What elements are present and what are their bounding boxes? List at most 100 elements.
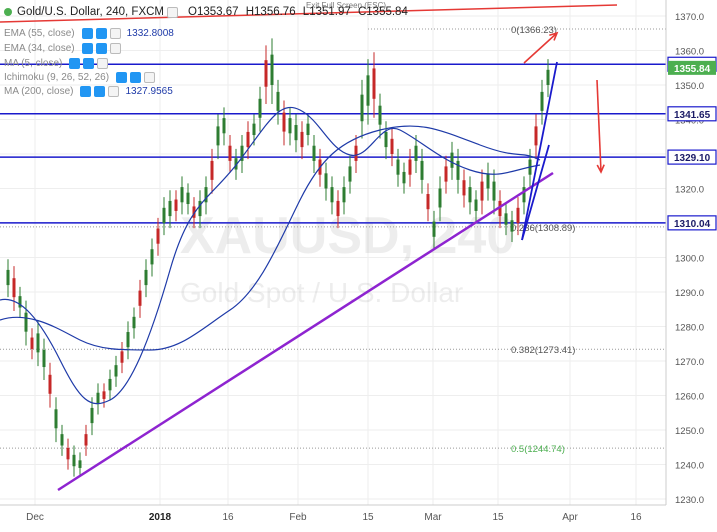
candle-body: [72, 454, 76, 467]
indicator-ichimoku[interactable]: Ichimoku (9, 26, 52, 26): [4, 72, 156, 83]
candle: [84, 424, 88, 456]
candle-body: [342, 187, 346, 203]
candle-body: [462, 180, 466, 196]
candle-body: [6, 269, 10, 286]
candle: [78, 452, 82, 477]
indicator-name: EMA (55, close): [4, 28, 75, 39]
symbol-settings-icon[interactable]: [167, 6, 178, 18]
settings-icon[interactable]: [94, 86, 106, 97]
visibility-toggle-icon[interactable]: [69, 58, 81, 69]
candle-body: [48, 374, 52, 394]
breakout-line: [521, 144, 550, 241]
indicator-ma5[interactable]: MA (5, close): [4, 58, 109, 69]
candle-body: [30, 337, 34, 349]
candle-body: [540, 91, 544, 111]
candle-body: [450, 152, 454, 168]
indicator-value: 1332.8008: [126, 28, 174, 39]
ema-55-line: [0, 106, 541, 405]
candle: [300, 121, 304, 160]
candle: [294, 114, 298, 153]
level-price-tag: 1341.65: [667, 106, 717, 122]
candle: [36, 321, 40, 367]
settings-icon[interactable]: [95, 28, 107, 39]
candle: [222, 107, 226, 146]
candle: [540, 79, 544, 125]
candle-body: [240, 145, 244, 161]
level-tag-text: 1341.65: [674, 110, 711, 121]
exit-fullscreen-hint[interactable]: Exit Full Screen (ESC): [306, 1, 387, 10]
candle-body: [378, 105, 382, 125]
indicator-ma200[interactable]: MA (200, close) 1327.9565: [4, 86, 173, 97]
candle-body: [408, 159, 412, 175]
candle-body: [234, 158, 238, 170]
candle-body: [264, 60, 268, 87]
candle: [396, 148, 400, 187]
low-value: L1351.97: [302, 6, 351, 18]
candle: [312, 135, 316, 173]
down-arrow: [596, 79, 605, 174]
price-tick-label: 1280.0: [675, 323, 704, 334]
price-axis: 1230.0 1240.0 1250.0 1260.0 1270.0 1280.0 1290…: [665, 0, 717, 527]
indicator-ema34[interactable]: EMA (34, close): [4, 43, 121, 54]
price-tick-label: 1300.0: [675, 254, 704, 265]
current-price-text: 1355.84: [674, 64, 711, 75]
time-tick-label: 15: [362, 512, 374, 523]
grid-lines: [0, 0, 666, 505]
settings-icon[interactable]: [95, 43, 107, 54]
visibility-toggle-icon[interactable]: [81, 43, 93, 54]
settings-icon[interactable]: [130, 72, 142, 83]
candle: [246, 121, 250, 160]
candle-body: [474, 199, 478, 211]
visibility-toggle-icon[interactable]: [116, 72, 128, 83]
close-icon[interactable]: [109, 43, 121, 54]
candle: [432, 210, 436, 249]
visibility-toggle-icon[interactable]: [80, 86, 92, 97]
candle-body: [42, 349, 46, 368]
candle: [510, 210, 514, 242]
indicator-ema55[interactable]: EMA (55, close) 1332.8008: [4, 28, 174, 39]
candle: [414, 135, 418, 173]
candle: [150, 238, 154, 277]
candle: [288, 107, 292, 146]
candle-body: [372, 68, 376, 99]
symbol-title[interactable]: Gold/U.S. Dollar, 240, FXCM: [17, 6, 164, 18]
candle-body: [186, 192, 190, 205]
candle: [138, 279, 142, 318]
candle: [180, 176, 184, 215]
candle-body: [468, 187, 472, 203]
close-value: C1355.84: [357, 6, 408, 18]
candle: [480, 169, 484, 215]
candle: [132, 307, 136, 339]
settings-icon[interactable]: [83, 58, 95, 69]
close-icon[interactable]: [97, 58, 109, 69]
candle: [384, 121, 388, 160]
candle: [162, 197, 166, 236]
candle: [30, 328, 34, 360]
candle-body: [222, 118, 226, 134]
candle-body: [108, 378, 112, 391]
candle: [240, 135, 244, 173]
candle-body: [138, 290, 142, 306]
candle: [96, 383, 100, 415]
level-price-tag: 1329.10: [667, 149, 717, 165]
close-icon[interactable]: [108, 86, 120, 97]
close-icon[interactable]: [109, 28, 121, 39]
candle: [378, 93, 382, 139]
candle: [534, 114, 538, 160]
high-value: H1356.76: [245, 6, 296, 18]
candle-body: [282, 112, 286, 132]
candle: [366, 59, 370, 125]
close-icon[interactable]: [144, 72, 156, 83]
candle: [108, 369, 112, 401]
up-arrow: [523, 31, 559, 64]
candle-body: [426, 194, 430, 210]
candle-body: [78, 460, 82, 468]
indicator-name: MA (5, close): [4, 58, 63, 69]
candle-body: [156, 228, 160, 244]
level-tag-box: [667, 149, 717, 165]
visibility-toggle-icon[interactable]: [81, 28, 93, 39]
level-tag-text: 1329.10: [674, 153, 711, 164]
candle-body: [486, 173, 490, 189]
